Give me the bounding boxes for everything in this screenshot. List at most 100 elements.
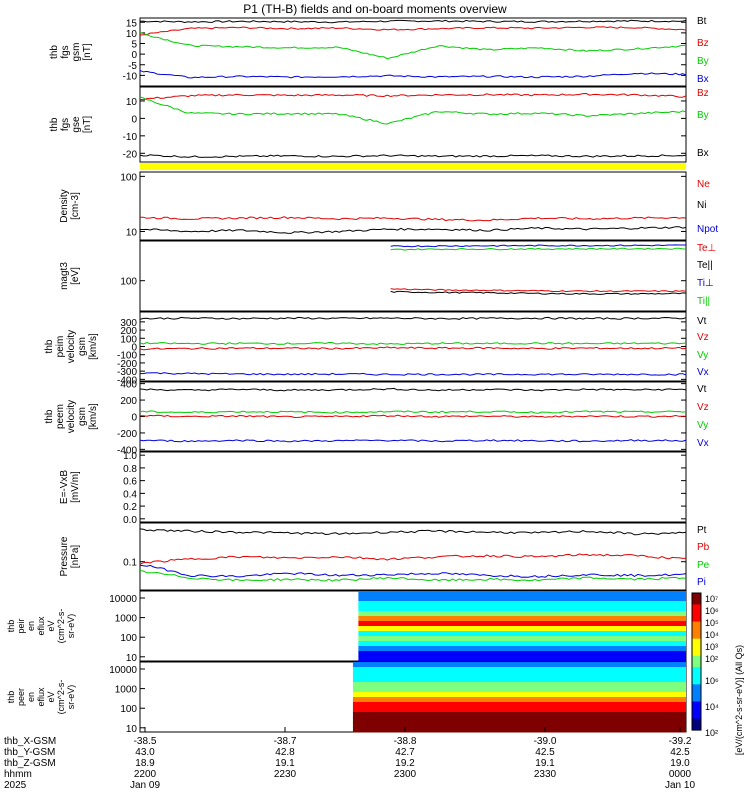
ytick-fgs-gse-0: 10	[126, 97, 138, 108]
spec-ytick-peir-0: 10000	[109, 594, 137, 605]
legend-fgs-gsm-Bx: Bx	[697, 74, 709, 85]
ylabel-fgs-gsm-2: gsm	[71, 43, 82, 62]
panel-frame-peim-vel	[139, 311, 687, 382]
spec-ytick-peir-2: 100	[120, 633, 137, 644]
spectrogram-cell-peer-4	[352, 682, 686, 688]
spec-ylabel-peer-3: eflux	[36, 687, 46, 707]
colorbar-cell-11	[692, 655, 701, 663]
xaxis-z-4: 19.0	[670, 758, 690, 769]
ytick-efield-3: 0.4	[123, 489, 137, 500]
spectrogram-cell-peer-6	[352, 692, 686, 698]
series-peim-vel-Vt	[139, 316, 687, 320]
colorbar-tick-bottom-0: 10⁶	[705, 676, 719, 686]
series-fgs-gsm-Bt	[139, 19, 687, 24]
series-peim-vel-Vy	[139, 341, 687, 346]
spectrogram-cell-peir-5	[358, 616, 686, 622]
spec-ytick-peer-2: 100	[120, 704, 137, 715]
spectrogram-cell-peer-1	[352, 667, 686, 673]
spectrogram-cell-peir-4	[358, 611, 686, 617]
ylabel-peim-vel-0: thb	[44, 339, 55, 353]
series-fgs-gsm-Bx	[139, 69, 687, 79]
ylabel-temp-1: [eV]	[70, 267, 81, 285]
colorbar-cell-21	[692, 712, 701, 720]
spectrogram-cell-peir-2	[358, 601, 686, 607]
legend-fgs-gsm-Bz: Bz	[697, 38, 709, 49]
colorbar-cell-9	[692, 644, 701, 651]
xaxis-z-1: 19.1	[275, 758, 295, 769]
spectrogram-cell-peir-0	[358, 591, 686, 597]
colorbar-tick-bottom-1: 10⁴	[705, 702, 719, 712]
spectrogram-cell-peer-5	[352, 687, 686, 693]
spectrogram-cell-peer-11	[352, 717, 686, 723]
chart-title: P1 (TH-B) fields and on-board moments ov…	[243, 2, 507, 16]
ylabel-peem-vel-4: [km/s]	[88, 403, 99, 430]
legend-fgs-gse-Bx: Bx	[697, 148, 709, 159]
legend-peem-vel-Vx: Vx	[697, 438, 709, 449]
colorbar-cell-14	[692, 672, 701, 680]
ytick-peim-vel-2: 100	[120, 334, 137, 345]
spec-ylabel-peer-4: eV	[46, 691, 56, 702]
xaxis-y-2: 42.7	[395, 747, 415, 758]
xaxis-z-2: 19.2	[395, 758, 415, 769]
xaxis-row-label-1: thb_Y-GSM	[4, 747, 55, 758]
ytick-peem-vel-1: 200	[120, 396, 137, 407]
series-fgs-gse-Bz	[139, 92, 687, 101]
ytick-fgs-gsm-4: -5	[128, 61, 137, 72]
ytick-efield-5: 0.0	[123, 515, 137, 526]
series-temp-Te||	[390, 290, 687, 295]
series-fgs-gse-Bx	[139, 154, 687, 158]
xaxis-y-4: 42.5	[670, 747, 690, 758]
spectrogram-cell-peir-13	[358, 656, 686, 662]
spectrogram-cell-peir-11	[358, 646, 686, 652]
series-pressure-Pe	[139, 570, 687, 582]
panel-frame-fgs-gsm	[139, 17, 687, 87]
spec-ytick-peir-3: 10	[126, 653, 138, 664]
ylabel-pressure-1: [nPa]	[70, 545, 81, 569]
spectrogram-cell-peir-10	[358, 641, 686, 647]
ylabel-peem-vel-0: thb	[44, 409, 55, 423]
colorbar-cell-20	[692, 707, 701, 714]
xaxis-x-3: -39.0	[534, 736, 557, 747]
spectrogram-cell-peer-3	[352, 677, 686, 683]
panel-frame-pressure	[139, 522, 687, 591]
ytick-fgs-gse-1: 0	[131, 114, 137, 125]
spectrogram-cell-peir-3	[358, 606, 686, 612]
ylabel-temp-0: magt3	[59, 262, 70, 290]
ylabel-efield-0: E=-VxB	[59, 470, 70, 505]
colorbar-cell-16	[692, 684, 701, 691]
legend-peim-vel-Vx: Vx	[697, 367, 709, 378]
spectrogram-cell-peer-2	[352, 672, 686, 678]
series-peem-vel-Vz	[139, 414, 687, 419]
ylabel-peim-vel-2: velocity	[66, 330, 77, 363]
ytick-pressure-0: 0.1	[123, 558, 137, 569]
ytick-peim-vel-6: -300	[117, 367, 137, 378]
legend-fgs-gsm-By: By	[697, 56, 709, 67]
spectrogram-cell-peer-12	[352, 722, 686, 728]
colorbar-cell-3	[692, 610, 701, 617]
ylabel-peim-vel-1: peim	[55, 336, 66, 358]
xaxis-y-0: 43.0	[135, 747, 155, 758]
spectrogram-cell-peer-0	[352, 662, 686, 668]
spectrogram-cell-peir-1	[358, 596, 686, 602]
ylabel-peem-vel-1: peem	[55, 404, 66, 429]
spec-ylabel-peir-3: eflux	[36, 616, 46, 636]
spec-ytick-peir-1: 1000	[115, 614, 138, 625]
colorbar-cell-15	[692, 678, 701, 685]
ytick-peem-vel-2: 0	[131, 413, 137, 424]
colorbar-cell-12	[692, 661, 701, 668]
xaxis-y-1: 42.8	[275, 747, 295, 758]
xaxis-x-2: -38.8	[394, 736, 417, 747]
ytick-efield-0: 1.0	[123, 451, 137, 462]
legend-density-Ni: Ni	[697, 200, 706, 211]
legend-peim-vel-Vz: Vz	[697, 332, 709, 343]
legend-peim-vel-Vy: Vy	[697, 350, 708, 361]
legend-temp-Ti||: Ti||	[697, 296, 710, 307]
spectrogram-cell-peir-8	[358, 631, 686, 637]
ytick-peim-vel-4: -100	[117, 351, 137, 362]
spectrogram-cell-peir-9	[358, 636, 686, 642]
legend-density-Ne: Ne	[697, 179, 710, 190]
ylabel-fgs-gse-3: [nT]	[82, 116, 93, 133]
legend-peem-vel-Vy: Vy	[697, 420, 708, 431]
series-temp-Te⊥	[390, 288, 687, 293]
